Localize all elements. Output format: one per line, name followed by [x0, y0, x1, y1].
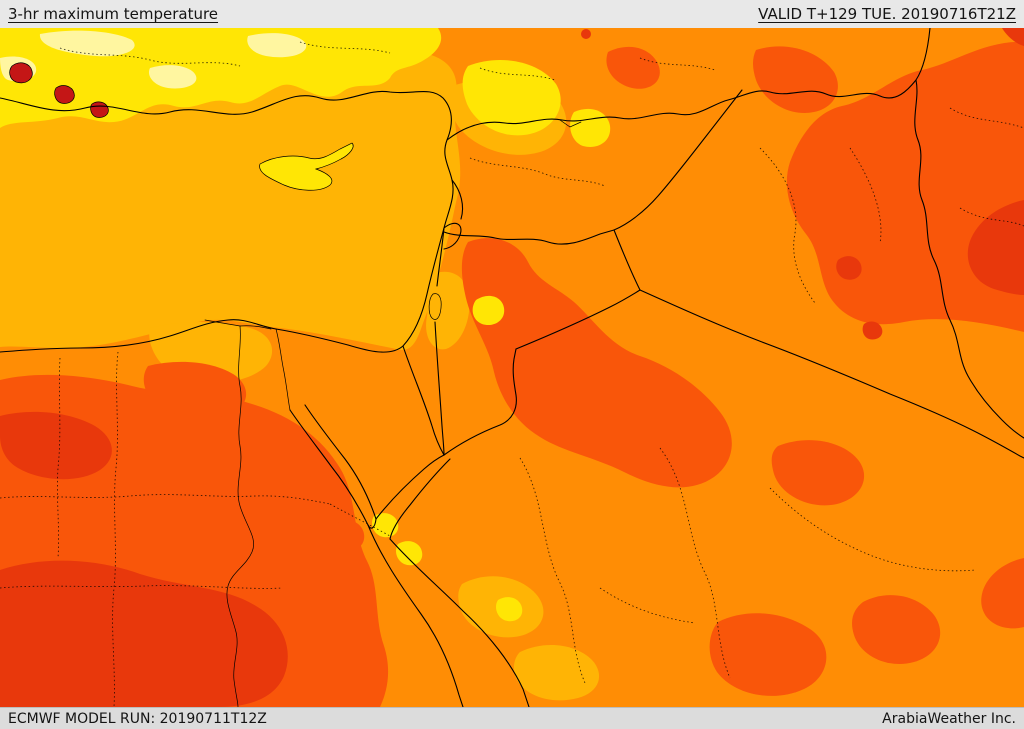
israel-jordan-border-south [434, 321, 445, 456]
header-bar: 3-hr maximum temperature VALID T+129 TUE… [0, 0, 1024, 28]
attribution-label: ArabiaWeather Inc. [882, 710, 1016, 727]
jordan-iraq-border [613, 229, 641, 291]
temperature-map [0, 28, 1024, 707]
gulf-of-suez-east-shore [304, 404, 377, 520]
country-borders [402, 28, 1024, 459]
gulf-of-aqaba-east-shore [389, 458, 451, 540]
nile-delta-branch-west [204, 319, 241, 327]
gulf-of-suez-west-shore [289, 409, 369, 526]
map-title: 3-hr maximum temperature [8, 5, 219, 23]
israel-egypt-border [402, 345, 445, 456]
rivers [204, 319, 272, 707]
israel-jordan-border-north [436, 227, 445, 287]
dead-sea [428, 293, 442, 320]
lake-assad [559, 119, 582, 128]
suez-canal [275, 328, 291, 411]
gulf-of-aqaba-west-shore [375, 454, 445, 520]
nile-delta-branch-east [239, 325, 272, 330]
model-run-label: ECMWF MODEL RUN: 20190711T12Z [8, 710, 267, 727]
turkey-syria-iraq-border [446, 28, 931, 141]
nile-river [226, 325, 254, 707]
iran-iraq-border [914, 79, 1024, 439]
red-sea-west-shore [367, 524, 464, 707]
cyprus-island [259, 142, 354, 191]
footer-bar: ECMWF MODEL RUN: 20190711T12Z ArabiaWeat… [0, 707, 1024, 729]
lebanon-syria-border [443, 179, 464, 250]
syria-iraq-border [613, 89, 743, 231]
jordan-saudi-border-east [515, 289, 641, 350]
jordan-syria-border [443, 229, 615, 245]
iraq-saudi-border [639, 289, 1024, 459]
jordan-saudi-border-west [443, 348, 517, 456]
temperature-field [0, 28, 1024, 707]
red-sea-east-shore [389, 538, 530, 707]
valid-time-label: VALID T+129 TUE. 20190716T21Z [758, 5, 1016, 23]
admin-boundaries [0, 41, 1024, 707]
temperature-map-svg [0, 28, 1024, 707]
